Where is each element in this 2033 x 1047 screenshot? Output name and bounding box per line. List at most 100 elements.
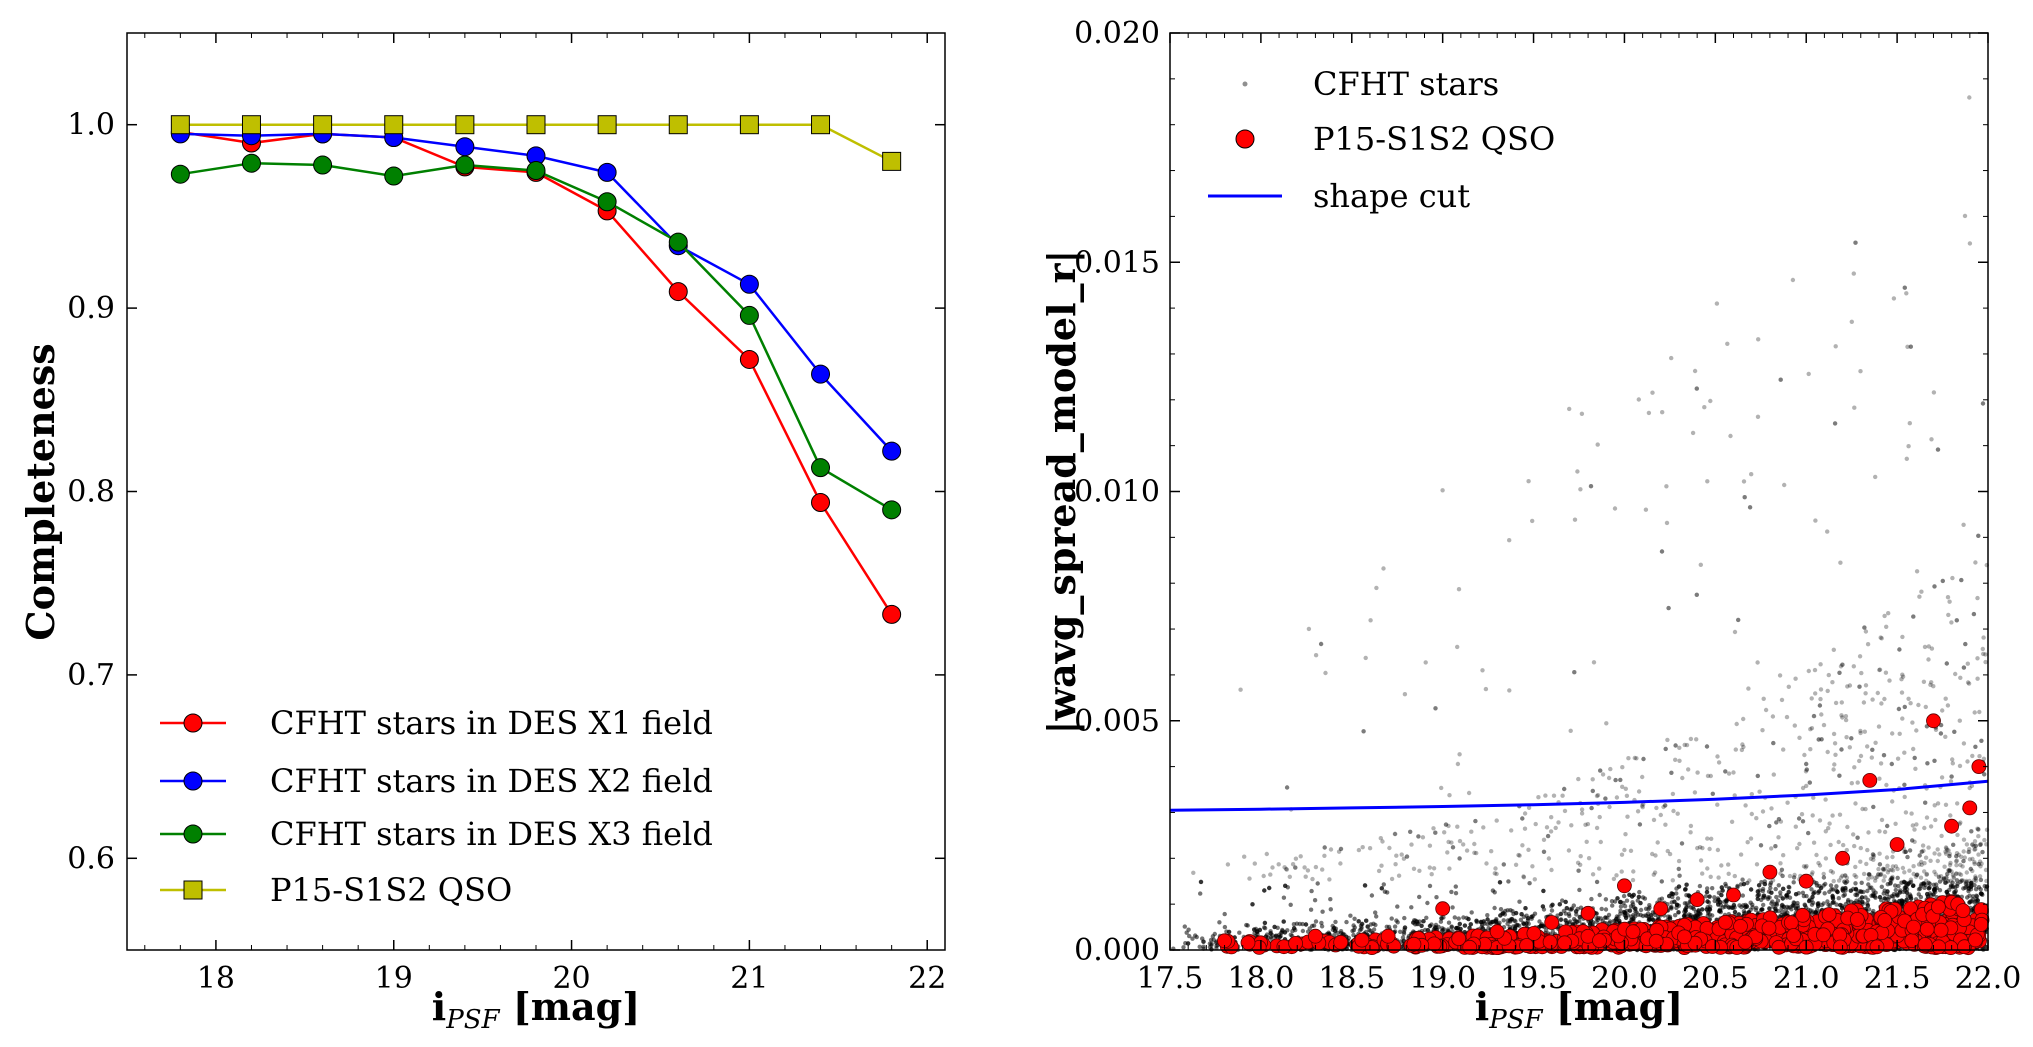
star-point <box>1638 900 1643 906</box>
star-point <box>1607 804 1612 810</box>
star-point <box>1624 898 1630 903</box>
star-point <box>1900 716 1905 721</box>
star-point <box>1857 684 1862 689</box>
star-point <box>1543 793 1548 798</box>
star-point <box>1859 889 1864 895</box>
star-point <box>1823 797 1828 802</box>
left-point-2 <box>170 164 190 184</box>
star-point <box>1290 862 1296 867</box>
star-point <box>1826 672 1832 678</box>
star-point <box>1902 285 1908 290</box>
star-point <box>1876 866 1881 872</box>
star-point <box>1456 587 1462 592</box>
star-point <box>1457 838 1463 844</box>
star-point <box>1500 911 1505 916</box>
star-point <box>1578 862 1583 867</box>
star-point <box>1604 721 1609 726</box>
star-point <box>1641 756 1646 762</box>
star-point <box>1424 915 1429 920</box>
star-point <box>1466 790 1472 796</box>
star-point <box>1455 644 1460 650</box>
star-point <box>1939 833 1944 839</box>
star-point <box>1981 756 1987 761</box>
star-point <box>1530 864 1535 869</box>
star-point <box>1603 897 1609 902</box>
left-point-0 <box>882 604 902 624</box>
star-point <box>1623 832 1628 837</box>
star-point <box>1281 895 1287 900</box>
star-point <box>1949 620 1954 625</box>
star-point <box>1679 841 1685 846</box>
star-point <box>1683 887 1688 892</box>
star-point <box>1735 883 1740 889</box>
star-point <box>1946 848 1951 853</box>
star-point <box>1901 889 1906 895</box>
left-point-2 <box>526 161 546 181</box>
star-point <box>1709 836 1714 841</box>
star-point <box>1273 933 1279 938</box>
star-point <box>1411 866 1417 871</box>
star-point <box>1881 866 1886 872</box>
left-point-1 <box>811 364 831 384</box>
star-point <box>1755 773 1761 779</box>
star-point <box>1975 676 1980 681</box>
left-point-2 <box>313 155 333 175</box>
star-point <box>1916 892 1922 897</box>
star-point <box>1449 840 1454 845</box>
star-point <box>1950 575 1955 581</box>
star-point <box>1551 793 1557 798</box>
star-point <box>1927 881 1933 886</box>
star-point <box>1732 793 1737 798</box>
star-point <box>1948 779 1954 784</box>
star-point <box>1659 549 1665 554</box>
star-point <box>1669 905 1674 910</box>
star-point <box>1673 913 1678 918</box>
star-point <box>1980 849 1985 855</box>
star-point <box>1781 886 1786 891</box>
star-point <box>1924 871 1930 877</box>
star-point <box>1590 777 1595 782</box>
star-point <box>1564 906 1570 911</box>
star-point <box>1575 469 1580 474</box>
star-point <box>1625 814 1630 819</box>
star-point <box>1745 880 1750 886</box>
legend-label-qso: P15-S1S2 QSO <box>270 871 512 909</box>
star-point <box>1891 892 1897 897</box>
star-point <box>1844 875 1850 880</box>
star-point <box>1971 611 1977 617</box>
star-point <box>1555 913 1560 918</box>
star-point <box>1618 899 1623 905</box>
star-point <box>1866 876 1871 881</box>
star-point <box>1844 847 1850 853</box>
star-point <box>1695 770 1700 775</box>
star-point <box>1857 654 1863 659</box>
star-point <box>1904 456 1910 461</box>
star-point <box>1268 872 1273 877</box>
star-point <box>1943 734 1948 739</box>
star-point <box>1827 821 1832 826</box>
star-point <box>1870 852 1876 857</box>
star-point <box>1614 873 1619 878</box>
star-point <box>1962 855 1968 860</box>
star-point <box>1417 894 1422 900</box>
star-point <box>1969 783 1975 788</box>
star-point <box>1835 889 1840 895</box>
star-point <box>1935 447 1941 452</box>
star-point <box>1882 829 1888 835</box>
star-point <box>1594 793 1600 799</box>
star-point <box>1947 867 1952 872</box>
star-point <box>1877 862 1883 867</box>
star-point <box>1871 804 1876 810</box>
star-point <box>1970 753 1975 759</box>
star-point <box>1526 805 1532 810</box>
left-ytick-label: 0.8 <box>67 475 115 510</box>
star-point <box>1877 667 1882 673</box>
star-point <box>1878 872 1883 877</box>
star-point <box>1804 767 1810 772</box>
star-point <box>1544 825 1550 830</box>
star-point <box>1755 660 1760 665</box>
star-point <box>1660 410 1665 415</box>
star-point <box>1955 801 1960 806</box>
star-point <box>1740 877 1745 882</box>
star-point <box>1642 896 1648 901</box>
